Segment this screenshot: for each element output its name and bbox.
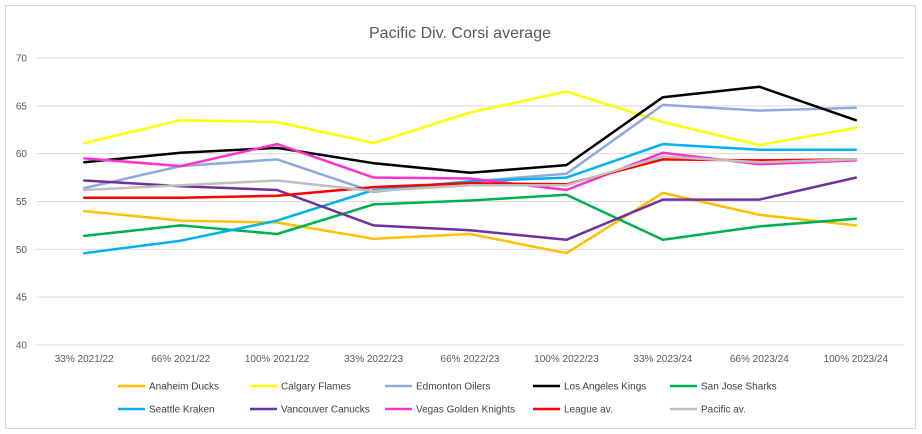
legend-item: Los Angeles Kings [533,382,646,393]
x-tick-label: 100% 2023/24 [824,354,889,365]
legend-label: Anaheim Ducks [149,382,219,393]
legend: Anaheim Ducks Calgary Flames Edmonton Oile… [118,382,777,416]
legend-label: Vancouver Canucks [281,405,370,416]
legend-item: San Jose Sharks [670,382,777,393]
x-tick-label: 100% 2022/23 [534,354,599,365]
y-tick-label: 60 [16,149,28,160]
legend-label: League av. [564,405,613,416]
legend-item: Anaheim Ducks [118,382,219,393]
legend-label: Calgary Flames [281,382,351,393]
x-tick-label: 100% 2021/22 [245,354,310,365]
x-tick-label: 66% 2021/22 [151,354,210,365]
legend-item: Vancouver Canucks [250,405,370,416]
y-tick-label: 50 [16,245,28,256]
x-axis-ticks: 33% 2021/22 66% 2021/22 100% 2021/22 33% 20… [55,354,889,365]
legend-label: Edmonton Oilers [416,382,490,393]
series-line-los-angeles-kings [82,85,858,175]
legend-item: Seattle Kraken [118,405,215,416]
legend-item: League av. [533,405,613,416]
series-line-pacific-av [82,155,858,193]
chart-title: Pacific Div. Corsi average [369,25,551,42]
legend-item: Vegas Golden Knights [385,405,515,416]
x-tick-label: 66% 2022/23 [441,354,500,365]
series-line-seattle-kraken [82,142,858,255]
y-axis-ticks: 40 45 50 55 60 65 70 [16,54,28,352]
series-line-san-jose-sharks [82,193,858,242]
series-line-calgary-flames [82,90,858,147]
y-tick-label: 65 [16,101,28,112]
series-line-anaheim-ducks [82,191,858,255]
series-lines [82,85,858,255]
legend-item: Pacific av. [670,405,746,416]
x-tick-label: 33% 2022/23 [344,354,403,365]
legend-item: Edmonton Oilers [385,382,490,393]
legend-label: San Jose Sharks [701,382,777,393]
legend-label: Los Angeles Kings [564,382,646,393]
series-line-vancouver-canucks [82,176,858,242]
y-tick-label: 40 [16,341,28,352]
y-tick-label: 55 [16,197,28,208]
x-tick-label: 33% 2023/24 [633,354,692,365]
legend-label: Pacific av. [701,405,746,416]
x-tick-label: 33% 2021/22 [55,354,114,365]
y-tick-label: 45 [16,293,28,304]
x-tick-label: 66% 2023/24 [730,354,789,365]
legend-label: Vegas Golden Knights [416,405,515,416]
y-tick-label: 70 [16,54,28,65]
legend-label: Seattle Kraken [149,405,215,416]
legend-item: Calgary Flames [250,382,351,393]
